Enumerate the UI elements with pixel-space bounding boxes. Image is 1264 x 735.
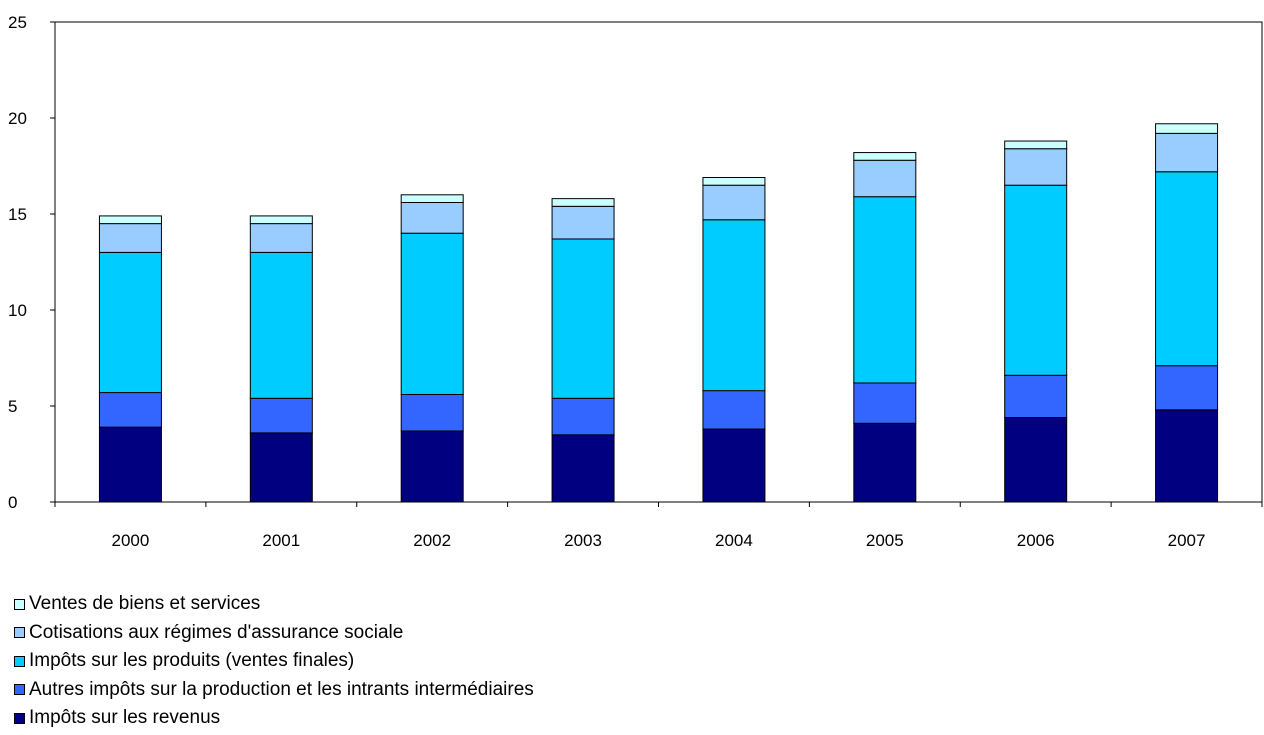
legend-swatch [14, 627, 25, 639]
legend-entry: Impôts sur les revenus [14, 704, 534, 733]
bar-segment [400, 194, 464, 203]
legend-swatch [14, 684, 25, 696]
bar-segment [702, 219, 766, 392]
legend-label: Impôts sur les revenus [29, 707, 221, 729]
y-tick-label: 20 [8, 109, 27, 128]
bar-segment [400, 393, 464, 432]
bar-segment [853, 152, 917, 161]
bar-segment [551, 198, 615, 207]
legend-swatch [14, 655, 25, 667]
y-tick-label: 0 [8, 493, 17, 512]
y-tick-label: 5 [8, 397, 17, 416]
legend-entry: Cotisations aux régimes d'assurance soci… [14, 619, 534, 648]
x-tick-label: 2001 [262, 531, 300, 550]
bar-segment [1155, 123, 1219, 134]
bar-segment [98, 223, 162, 253]
bar-segment [551, 434, 615, 503]
bar-segment [1155, 171, 1219, 367]
bar-segment [551, 205, 615, 240]
bar-segment [249, 215, 313, 225]
bar-segment [249, 432, 313, 503]
bar-segment [1155, 132, 1219, 173]
legend-swatch [14, 598, 25, 610]
bar-segment [551, 238, 615, 399]
bar-segment [1155, 409, 1219, 503]
bar-segment [400, 201, 464, 234]
legend-swatch [14, 712, 25, 724]
bar-segment [853, 159, 917, 198]
x-tick-label: 2002 [413, 531, 451, 550]
y-tick-label: 25 [8, 13, 27, 32]
bar-segment [400, 430, 464, 503]
legend-entry: Ventes de biens et services [14, 590, 534, 619]
stacked-bar-chart: 0 5 10 15 20 25 2000 2001 2002 2003 2004 2005 2006 2… [8, 13, 1263, 550]
legend-entry: Impôts sur les produits (ventes finales) [14, 647, 534, 676]
bar-segment [400, 232, 464, 395]
legend-label: Ventes de biens et services [29, 593, 261, 615]
bar-segment [1004, 148, 1068, 186]
x-tick-label: 2000 [112, 531, 150, 550]
x-tick-label: 2006 [1017, 531, 1055, 550]
x-tick-label: 2005 [866, 531, 904, 550]
bar-segment [249, 251, 313, 399]
bar-segment [1004, 417, 1068, 503]
bar-segment [98, 215, 162, 225]
legend-entry: Autres impôts sur la production et les i… [14, 676, 534, 705]
bar-segment [702, 177, 766, 186]
bar-segment [853, 382, 917, 424]
chart-legend: Ventes de biens et services Cotisations a… [14, 590, 534, 733]
y-tick-label: 10 [8, 301, 27, 320]
bar-segment [98, 392, 162, 428]
legend-label: Autres impôts sur la production et les i… [29, 678, 534, 700]
bar-segment [702, 428, 766, 503]
bar-segment [853, 422, 917, 503]
bar-segment [249, 223, 313, 253]
bar-segment [1004, 140, 1068, 150]
plot-area-frame [54, 21, 1263, 503]
bar-segment [98, 426, 162, 503]
legend-label: Cotisations aux régimes d'assurance soci… [29, 621, 404, 643]
x-tick-label: 2007 [1168, 531, 1206, 550]
x-tick-label: 2004 [715, 531, 753, 550]
bar-segment [249, 397, 313, 434]
y-tick-label: 15 [8, 205, 27, 224]
bar-segment [1004, 184, 1068, 376]
x-tick-label: 2003 [564, 531, 602, 550]
bar-segment [853, 196, 917, 384]
bar-segment [702, 390, 766, 430]
bar-segment [1004, 374, 1068, 419]
legend-label: Impôts sur les produits (ventes finales) [29, 650, 355, 672]
bar-segment [702, 184, 766, 221]
bar-segment [98, 251, 162, 394]
bar-segment [551, 397, 615, 436]
bar-segment [1155, 365, 1219, 411]
